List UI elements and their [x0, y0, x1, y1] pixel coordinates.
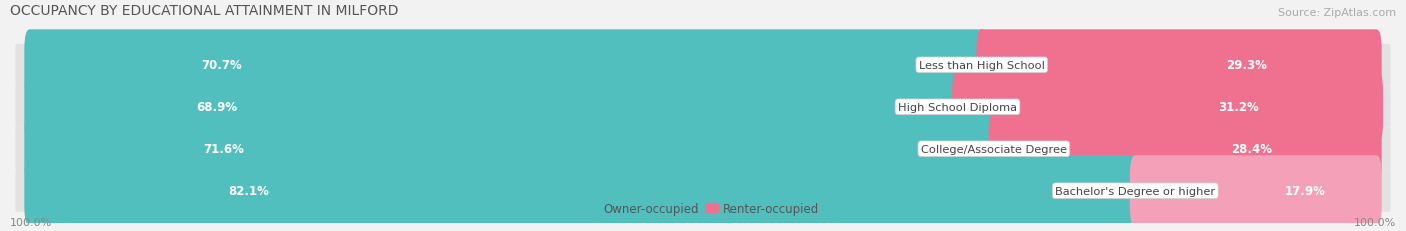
FancyBboxPatch shape	[15, 45, 1391, 86]
FancyBboxPatch shape	[988, 114, 1382, 185]
Text: High School Diploma: High School Diploma	[898, 102, 1017, 112]
FancyBboxPatch shape	[15, 128, 1391, 170]
Text: 70.7%: 70.7%	[201, 59, 242, 72]
Text: 100.0%: 100.0%	[10, 217, 52, 227]
Text: 68.9%: 68.9%	[197, 101, 238, 114]
FancyBboxPatch shape	[24, 72, 963, 143]
Text: Bachelor's Degree or higher: Bachelor's Degree or higher	[1054, 186, 1215, 196]
FancyBboxPatch shape	[15, 86, 1391, 128]
FancyBboxPatch shape	[24, 30, 987, 101]
Legend: Owner-occupied, Renter-occupied: Owner-occupied, Renter-occupied	[582, 197, 824, 219]
Text: 17.9%: 17.9%	[1285, 185, 1326, 198]
Text: Less than High School: Less than High School	[918, 61, 1045, 70]
Text: 71.6%: 71.6%	[204, 143, 245, 156]
Text: 82.1%: 82.1%	[229, 185, 270, 198]
Text: College/Associate Degree: College/Associate Degree	[921, 144, 1067, 154]
Text: Source: ZipAtlas.com: Source: ZipAtlas.com	[1278, 8, 1396, 18]
Text: 100.0%: 100.0%	[1354, 217, 1396, 227]
FancyBboxPatch shape	[15, 170, 1391, 212]
Text: 31.2%: 31.2%	[1218, 101, 1258, 114]
Text: OCCUPANCY BY EDUCATIONAL ATTAINMENT IN MILFORD: OCCUPANCY BY EDUCATIONAL ATTAINMENT IN M…	[10, 4, 398, 18]
Text: 28.4%: 28.4%	[1232, 143, 1272, 156]
FancyBboxPatch shape	[24, 156, 1140, 226]
FancyBboxPatch shape	[976, 30, 1382, 101]
FancyBboxPatch shape	[24, 114, 1000, 185]
FancyBboxPatch shape	[952, 72, 1384, 143]
FancyBboxPatch shape	[1130, 156, 1382, 226]
Text: 29.3%: 29.3%	[1226, 59, 1267, 72]
